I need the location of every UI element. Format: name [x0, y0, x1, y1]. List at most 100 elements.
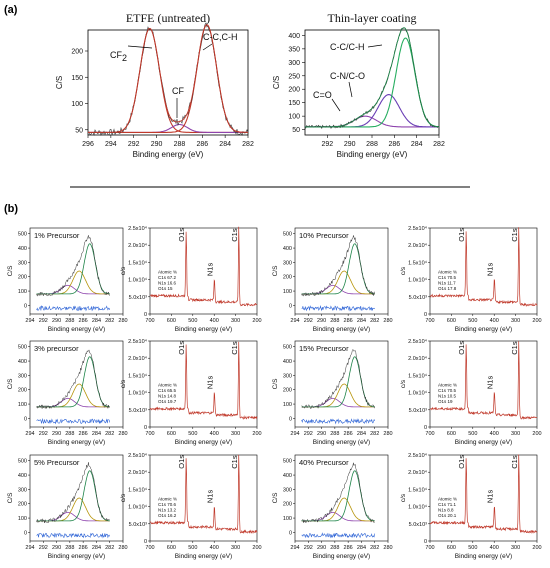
x-tick-label: 300 — [231, 545, 240, 551]
component-peak-cf — [88, 123, 248, 133]
sample-label: 40% Precursor — [299, 458, 349, 467]
x-tick-label: 700 — [425, 318, 434, 324]
raw-spectrum — [36, 349, 110, 410]
peak-label-o1s: O1s — [457, 455, 466, 469]
y-axis-title: c/s — [120, 266, 127, 275]
x-axis-title: Binding energy (eV) — [48, 553, 105, 560]
y-axis-title: C/S — [7, 492, 14, 504]
x-tick-label: 700 — [425, 545, 434, 551]
peak-label-o1s: O1s — [457, 341, 466, 355]
atomic-composition-line: C1s 70.5 — [438, 275, 457, 280]
component-peak — [301, 243, 375, 295]
y-tick-label: 500 — [18, 345, 27, 351]
x-tick-label: 600 — [447, 545, 456, 551]
chart-a-left: ETFE (untreated) 296 294 292 290 288 286 284 282… — [55, 11, 254, 159]
x-axis-title: Binding energy (eV) — [133, 150, 204, 159]
x-tick-label: 200 — [532, 545, 541, 551]
y-tick-label: 400 — [18, 246, 27, 252]
atomic-composition-line: C1s 70.6 — [158, 502, 177, 507]
y-tick-label: 50 — [75, 127, 83, 134]
sample-label: 3% precursor — [34, 344, 79, 353]
x-tick-label: 290 — [317, 545, 326, 551]
x-tick-label: 500 — [188, 318, 197, 324]
y-axis-title: C/S — [272, 492, 279, 504]
chart-b-hr-4: 294 292 290 288 286 284 282 280 0 100 200 300 400 500… — [272, 227, 393, 333]
y-tick-label: 2.0x10⁴ — [408, 242, 428, 249]
y-tick-label: 0 — [289, 303, 292, 309]
y-tick-label: 0 — [144, 539, 147, 545]
peak-label-n1s: N1s — [485, 263, 494, 277]
panel-label-b: (b) — [4, 203, 18, 215]
y-tick-label: 100 — [283, 289, 292, 295]
x-tick-label: 292 — [304, 545, 313, 551]
peak-label-cn-co: C-N/C-O — [330, 71, 365, 81]
x-tick-label: 286 — [79, 431, 88, 437]
atomic-composition-line: O1s 19 — [438, 399, 453, 404]
x-tick-label: 284 — [357, 318, 366, 324]
x-tick-label: 282 — [242, 141, 254, 148]
x-tick-label: 282 — [370, 545, 379, 551]
peak-label-cf: CF — [172, 86, 184, 96]
plot-frame — [149, 340, 258, 428]
x-axis-title: Binding energy (eV) — [313, 553, 370, 560]
x-axis-title: Binding energy (eV) — [313, 439, 370, 446]
y-tick-label: 500 — [283, 459, 292, 465]
x-tick-label: 280 — [383, 318, 392, 324]
x-tick-label: 292 — [39, 318, 48, 324]
y-tick-label: 5.0x10³ — [409, 295, 428, 301]
x-tick-label: 290 — [317, 431, 326, 437]
y-tick-label: 400 — [18, 359, 27, 365]
y-tick-label: 400 — [283, 246, 292, 252]
component-peak-c-c-c-h — [305, 37, 439, 128]
peak-label-c1s: C1s — [510, 228, 519, 242]
chart-title: Thin-layer coating — [328, 11, 417, 25]
x-tick-label: 282 — [105, 431, 114, 437]
chart-b-sv-3: 700 600 500 400 300 200 0 5.0x10³ 1.0x10⁴ 1.5x10⁴… — [120, 452, 262, 560]
raw-spectrum — [36, 235, 110, 297]
peak-label-n1s: N1s — [205, 263, 214, 277]
x-tick-label: 400 — [210, 318, 219, 324]
y-tick-label: 200 — [71, 49, 83, 56]
y-tick-label: 2.5x10⁴ — [408, 452, 428, 459]
peak-label-c1s: C1s — [230, 341, 239, 355]
y-tick-label: 0 — [144, 312, 147, 318]
x-tick-label: 400 — [490, 545, 499, 551]
x-tick-label: 290 — [317, 318, 326, 324]
peak-label-cf2-subscript: 2 — [122, 53, 127, 63]
x-tick-label: 288 — [330, 431, 339, 437]
y-tick-label: 1.0x10⁴ — [128, 390, 148, 397]
x-axis-title: Binding energy (eV) — [313, 326, 370, 333]
x-tick-label: 300 — [231, 318, 240, 324]
y-tick-label: 1.5x10⁴ — [408, 372, 428, 379]
y-tick-label: 200 — [18, 502, 27, 508]
x-tick-label: 290 — [52, 318, 61, 324]
residual-trace — [301, 305, 375, 312]
x-tick-label: 294 — [105, 141, 117, 148]
y-tick-label: 100 — [283, 402, 292, 408]
x-tick-label: 280 — [118, 431, 127, 437]
peak-label-n1s: N1s — [205, 376, 214, 390]
x-tick-label: 500 — [468, 431, 477, 437]
x-tick-label: 600 — [167, 318, 176, 324]
y-tick-label: 0 — [24, 303, 27, 309]
x-tick-label: 700 — [145, 431, 154, 437]
component-peak — [36, 243, 110, 295]
x-tick-label: 500 — [468, 545, 477, 551]
x-tick-label: 294 — [25, 545, 34, 551]
raw-spectrum — [301, 234, 375, 297]
y-axis-title: c/s — [400, 493, 407, 502]
x-tick-label: 286 — [344, 431, 353, 437]
y-tick-label: 1.0x10⁴ — [408, 390, 428, 397]
panel-label-a: (a) — [4, 4, 18, 16]
x-tick-label: 290 — [151, 141, 163, 148]
plot-frame — [294, 454, 389, 542]
atomic-composition-line: N1s 10.5 — [438, 394, 457, 399]
x-tick-label: 600 — [167, 431, 176, 437]
y-tick-label: 2.0x10⁴ — [128, 469, 148, 476]
x-tick-label: 288 — [65, 318, 74, 324]
atomic-composition-line: Atomic % — [158, 270, 177, 275]
peak-label-cc-ch: C-C,C-H — [203, 32, 238, 42]
x-tick-label: 284 — [411, 141, 423, 148]
y-tick-label: 200 — [283, 275, 292, 281]
x-tick-label: 292 — [39, 431, 48, 437]
